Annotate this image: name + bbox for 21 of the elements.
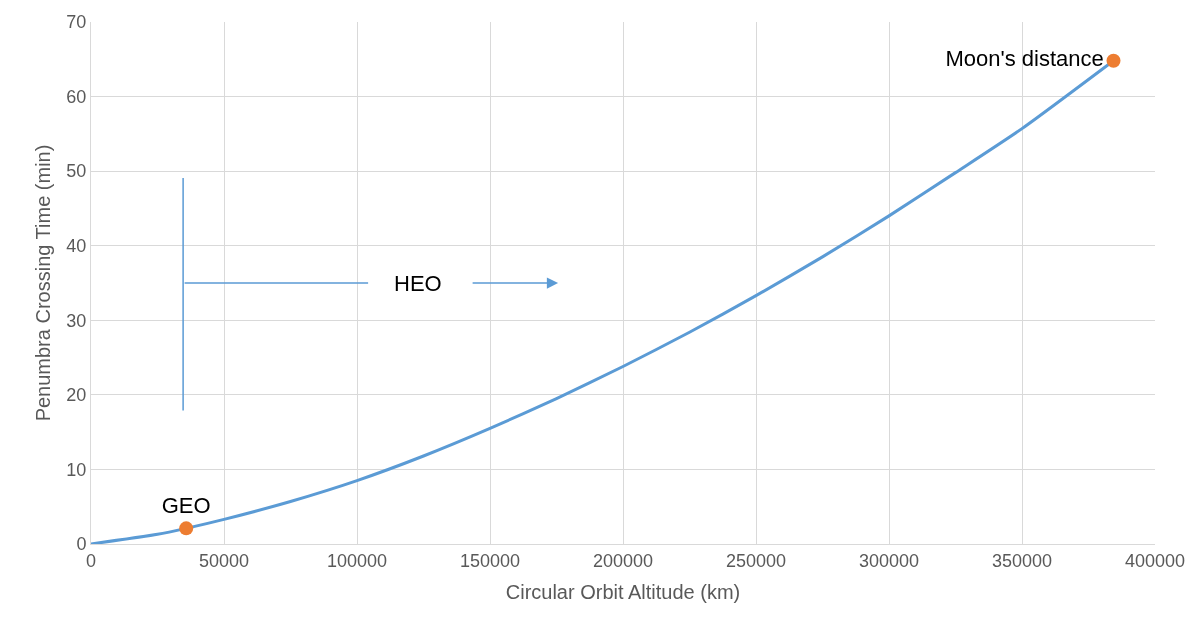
x-tick-label: 150000 bbox=[459, 550, 521, 571]
x-tick-label: 300000 bbox=[858, 550, 920, 571]
annotation: HEO bbox=[394, 271, 442, 296]
x-tick-label: 50000 bbox=[198, 550, 250, 571]
y-tick-label: 60 bbox=[66, 86, 87, 107]
x-axis-title: Circular Orbit Altitude (km) bbox=[505, 581, 741, 604]
x-tick-label: 400000 bbox=[1124, 550, 1186, 571]
y-tick-label: 0 bbox=[76, 534, 87, 555]
x-tick-label: 200000 bbox=[592, 550, 654, 571]
y-axis-title: Penumbra Crossing Time (min) bbox=[31, 144, 54, 422]
data-label: Moon's distance bbox=[945, 46, 1104, 72]
x-tick-label: 250000 bbox=[725, 550, 787, 571]
y-tick-label: 20 bbox=[66, 385, 87, 406]
x-tick-label: 350000 bbox=[991, 550, 1053, 571]
y-tick-label: 50 bbox=[66, 161, 87, 182]
x-tick-label: 100000 bbox=[326, 550, 388, 571]
y-tick-label: 40 bbox=[66, 236, 87, 257]
y-tick-label: 30 bbox=[66, 310, 87, 331]
data-label: GEO bbox=[161, 493, 211, 519]
y-tick-label: 10 bbox=[66, 459, 87, 480]
y-tick-label: 70 bbox=[66, 12, 87, 33]
